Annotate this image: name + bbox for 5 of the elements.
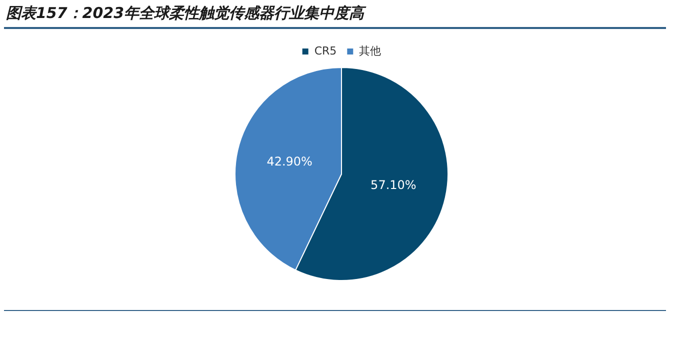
legend-label: 其他 [359,44,382,58]
data-label: 42.90% [266,154,312,168]
data-label: 57.10% [370,178,416,192]
chart-title: 图表157：2023年全球柔性触觉传感器行业集中度高 [6,4,364,23]
legend-label: CR5 [314,44,337,58]
